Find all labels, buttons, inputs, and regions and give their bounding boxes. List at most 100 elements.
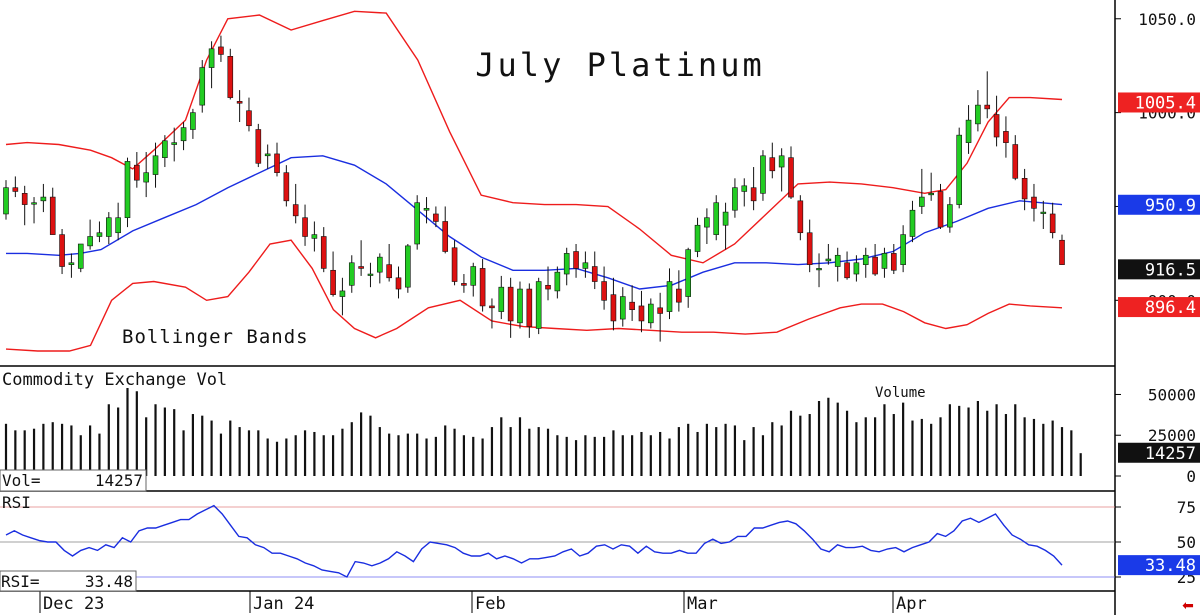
- price-marker-label-box: [1118, 194, 1200, 215]
- price-marker-label: 950.9: [1145, 196, 1196, 216]
- candle: [591, 251, 598, 290]
- candle: [320, 227, 327, 273]
- candle: [59, 228, 65, 275]
- candle: [778, 148, 785, 192]
- candle: [96, 221, 103, 243]
- candle-body-up: [40, 196, 47, 202]
- candle-body-up: [377, 256, 383, 273]
- candle: [348, 255, 355, 293]
- candle: [218, 35, 224, 62]
- candle: [264, 144, 271, 169]
- candle-body-up: [648, 303, 654, 324]
- candle: [629, 285, 635, 321]
- candle: [1012, 135, 1019, 181]
- candle-body-down: [797, 200, 804, 234]
- candle: [87, 219, 93, 250]
- rsi-tick-label: 75: [1177, 498, 1196, 517]
- candle-body-up: [87, 236, 93, 247]
- candle-body-down: [479, 268, 486, 307]
- candle: [890, 244, 897, 275]
- candle-body-up: [619, 296, 626, 320]
- candle-body-up: [124, 161, 131, 219]
- candle: [227, 48, 234, 100]
- candle: [498, 275, 505, 320]
- candle-body-up: [1040, 211, 1047, 214]
- candle-body-up: [162, 140, 168, 158]
- candle: [722, 202, 729, 250]
- candle: [433, 206, 439, 228]
- candle: [395, 266, 402, 299]
- volume-readout-value: 14257: [95, 471, 143, 490]
- candle-body-down: [676, 288, 682, 303]
- candle: [451, 240, 458, 286]
- candle: [834, 247, 841, 282]
- candle-body-down: [591, 266, 598, 282]
- candle-body-up: [919, 196, 925, 207]
- candle: [526, 283, 533, 338]
- candle: [984, 71, 991, 119]
- candle-body-down: [12, 187, 19, 192]
- candle: [900, 225, 906, 273]
- candle: [601, 266, 607, 310]
- x-tick-label: Apr: [896, 594, 927, 614]
- candle: [975, 90, 981, 132]
- candle: [956, 127, 963, 209]
- candle: [461, 274, 467, 293]
- candle-body-up: [535, 281, 542, 329]
- candle: [965, 105, 972, 154]
- price-marker-label-box: [1118, 259, 1200, 280]
- candle-body-up: [423, 208, 430, 211]
- candle: [274, 142, 280, 177]
- candle: [1003, 116, 1009, 158]
- volume-readout-label: Vol=: [2, 471, 41, 490]
- candle-body-up: [900, 234, 906, 265]
- candle: [928, 172, 934, 201]
- candle: [190, 108, 196, 139]
- candle-body-up: [778, 155, 785, 168]
- candle: [554, 266, 561, 299]
- candle: [919, 168, 925, 214]
- candle: [741, 178, 748, 207]
- candle: [862, 247, 869, 278]
- rsi-readout-value: 33.48: [85, 572, 133, 591]
- scroll-left-arrow-icon[interactable]: ⬅: [1182, 598, 1194, 614]
- rsi-label: RSI: [2, 493, 31, 512]
- candle: [844, 251, 850, 280]
- price-marker-label: 1005.4: [1135, 93, 1196, 113]
- volume-panel: [4, 387, 1082, 476]
- candle: [685, 247, 691, 308]
- candle: [31, 197, 37, 224]
- candle-body-up: [582, 262, 589, 269]
- candle-body-down: [302, 217, 308, 237]
- candle: [3, 180, 9, 220]
- candle-body-up: [722, 211, 729, 226]
- candle-body-down: [49, 196, 56, 235]
- candle-body-down: [1003, 131, 1009, 143]
- candle: [517, 281, 523, 329]
- candle-body-down: [255, 129, 262, 164]
- candle-body-down: [507, 286, 514, 322]
- rsi-tick-label: 50: [1177, 533, 1196, 552]
- candle-body-up: [152, 155, 159, 175]
- candle: [180, 122, 187, 151]
- candle-body-up: [909, 209, 916, 237]
- candle: [255, 123, 262, 168]
- candle-body-up: [666, 281, 673, 312]
- candle-body-down: [274, 153, 280, 173]
- candle-body-down: [610, 294, 617, 322]
- candle-body-down: [844, 262, 850, 279]
- candle: [732, 178, 738, 218]
- candle: [367, 262, 374, 288]
- volume-tick-label: 0: [1186, 467, 1196, 486]
- candle: [152, 142, 159, 188]
- candle: [545, 266, 551, 301]
- candle-body-up: [143, 172, 149, 183]
- candle-body-down: [1059, 239, 1065, 265]
- candle-body-up: [199, 67, 206, 106]
- candle-body-up: [190, 112, 196, 130]
- candle: [162, 135, 168, 168]
- candle: [1059, 234, 1065, 265]
- candle: [171, 127, 178, 162]
- candle-body-down: [545, 284, 551, 290]
